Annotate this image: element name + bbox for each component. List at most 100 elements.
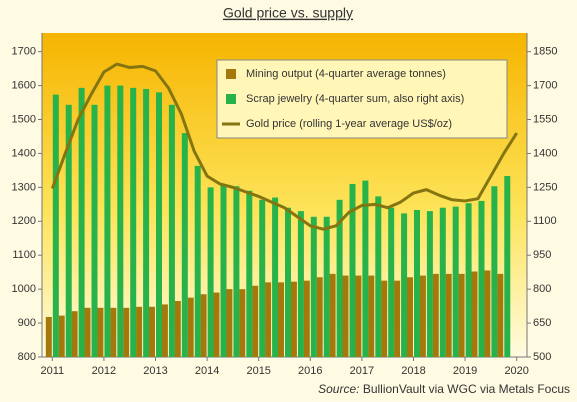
bar bbox=[78, 87, 85, 357]
bar bbox=[297, 211, 304, 357]
y2-tick-label: 1850 bbox=[533, 46, 557, 58]
source: Source: BullionVault via WGC via Metals … bbox=[318, 382, 570, 396]
bar bbox=[432, 273, 439, 357]
bar bbox=[394, 280, 401, 357]
bar bbox=[290, 281, 297, 357]
bar bbox=[497, 273, 504, 357]
bar bbox=[401, 213, 408, 357]
y-tick-label: 1100 bbox=[12, 249, 36, 261]
bar bbox=[272, 197, 279, 357]
bar bbox=[388, 207, 395, 357]
bar bbox=[45, 316, 52, 357]
x-tick-label: 2013 bbox=[143, 365, 167, 377]
bar bbox=[465, 203, 472, 357]
y2-tick-label: 800 bbox=[533, 283, 551, 295]
bar bbox=[471, 271, 478, 357]
legend-swatch bbox=[226, 69, 236, 79]
bar bbox=[439, 207, 446, 357]
bar bbox=[413, 209, 420, 357]
y2-tick-label: 1100 bbox=[533, 215, 557, 227]
bar bbox=[323, 216, 330, 357]
bar bbox=[149, 306, 156, 357]
bar bbox=[259, 199, 266, 357]
bar bbox=[362, 180, 369, 357]
bar bbox=[336, 199, 343, 357]
x-tick-label: 2011 bbox=[40, 365, 64, 377]
bar bbox=[130, 87, 137, 357]
bar bbox=[104, 85, 111, 357]
y-tick-label: 1300 bbox=[12, 181, 36, 193]
bar bbox=[375, 196, 382, 357]
x-tick-label: 2020 bbox=[504, 365, 528, 377]
bar bbox=[226, 289, 233, 357]
x-tick-label: 2018 bbox=[401, 365, 425, 377]
source-text: BullionVault via WGC via Metals Focus bbox=[363, 382, 570, 396]
bar bbox=[316, 277, 323, 357]
bar bbox=[52, 94, 59, 357]
legend-label: Mining output (4-quarter average tonnes) bbox=[246, 68, 446, 80]
bar bbox=[91, 104, 98, 357]
bar bbox=[161, 304, 168, 357]
bar bbox=[406, 277, 413, 357]
bar bbox=[123, 307, 130, 357]
x-tick-label: 2016 bbox=[298, 365, 322, 377]
bar bbox=[181, 133, 188, 357]
y-tick-label: 1200 bbox=[12, 215, 36, 227]
bar bbox=[71, 311, 78, 357]
bar bbox=[246, 190, 253, 357]
y2-tick-label: 1550 bbox=[533, 113, 557, 125]
bar bbox=[252, 285, 259, 357]
x-tick-label: 2017 bbox=[350, 365, 374, 377]
bar bbox=[355, 275, 362, 357]
y-tick-label: 1400 bbox=[12, 147, 36, 159]
x-tick-label: 2012 bbox=[92, 365, 116, 377]
line bbox=[50, 62, 518, 231]
y2-tick-label: 1250 bbox=[533, 181, 557, 193]
bar bbox=[174, 301, 181, 357]
bar bbox=[97, 307, 104, 357]
bar bbox=[381, 280, 388, 357]
legend: Mining output (4-quarter average tonnes)… bbox=[216, 59, 508, 139]
y2-tick-label: 1400 bbox=[533, 147, 557, 159]
bar bbox=[484, 270, 491, 357]
y-tick-label: 1600 bbox=[12, 79, 36, 91]
bar bbox=[310, 216, 317, 357]
bar bbox=[491, 186, 498, 357]
bar bbox=[110, 307, 117, 357]
legend-label: Scrap jewelry (4-quarter sum, also right… bbox=[246, 93, 464, 105]
bar bbox=[419, 275, 426, 357]
bar bbox=[239, 289, 246, 357]
bar bbox=[342, 275, 349, 357]
bar bbox=[207, 187, 214, 357]
y2-tick-label: 650 bbox=[533, 317, 551, 329]
bar bbox=[143, 88, 150, 357]
bar bbox=[349, 183, 356, 357]
legend-box bbox=[216, 59, 508, 139]
bar bbox=[136, 306, 143, 357]
bar bbox=[168, 104, 175, 357]
bar bbox=[368, 275, 375, 357]
source-label: Source: bbox=[318, 382, 359, 396]
bar bbox=[200, 294, 207, 357]
bar bbox=[458, 273, 465, 357]
chart-title: Gold price vs. supply bbox=[223, 5, 353, 21]
bar bbox=[265, 282, 272, 357]
y2-tick-label: 1700 bbox=[533, 79, 557, 91]
bar bbox=[452, 206, 459, 357]
y-tick-label: 1000 bbox=[12, 283, 36, 295]
bar bbox=[84, 307, 91, 357]
x-tick-label: 2019 bbox=[453, 365, 477, 377]
legend-label: Gold price (rolling 1-year average US$/o… bbox=[246, 118, 452, 130]
bar bbox=[187, 297, 194, 357]
legend-swatch bbox=[226, 94, 236, 104]
bar bbox=[504, 176, 511, 357]
y2-tick-label: 500 bbox=[533, 351, 551, 363]
bar bbox=[65, 104, 72, 357]
bar bbox=[220, 183, 227, 357]
y-tick-label: 1700 bbox=[12, 46, 36, 58]
bar bbox=[213, 292, 220, 357]
bar bbox=[117, 85, 124, 357]
bar bbox=[233, 186, 240, 357]
bar bbox=[329, 273, 336, 357]
